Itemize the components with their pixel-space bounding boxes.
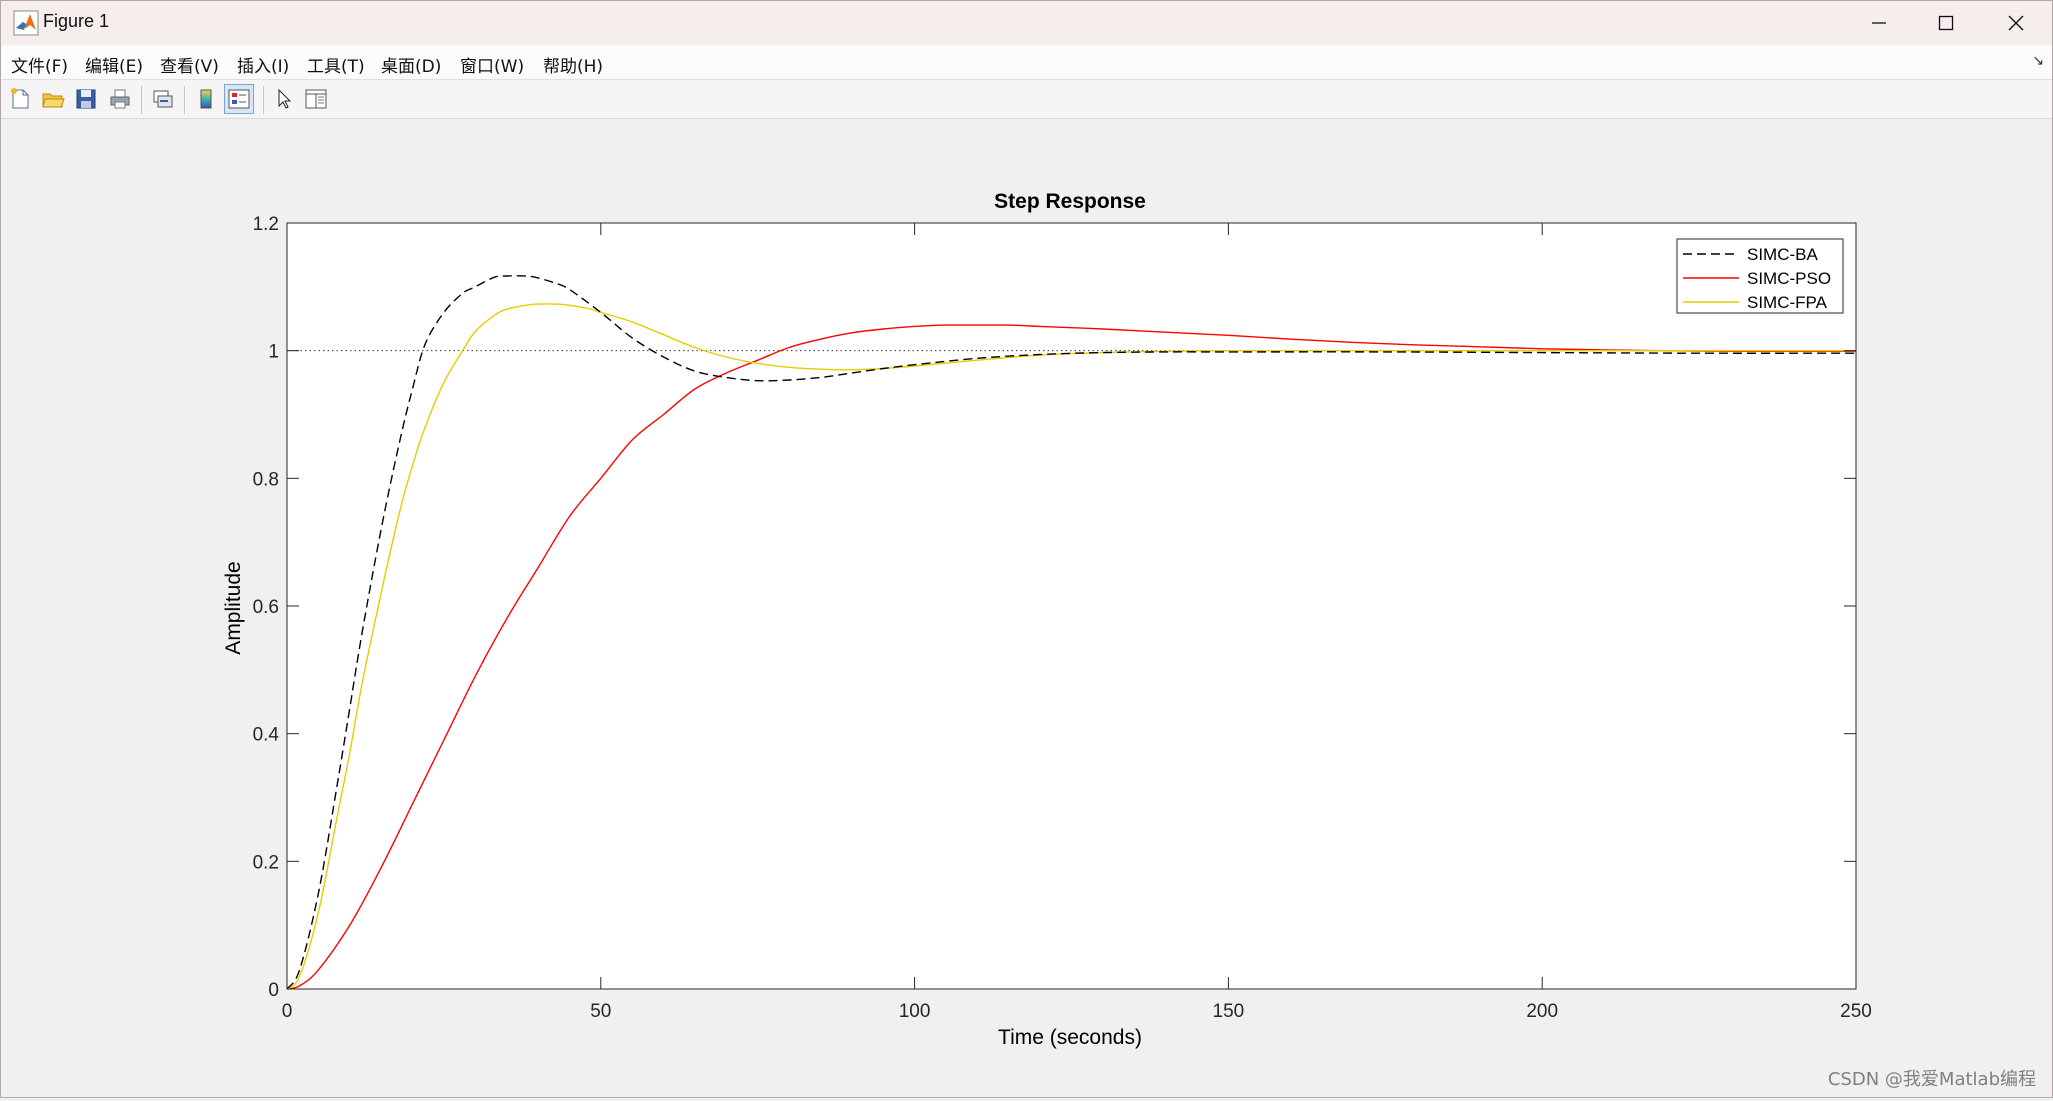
figure-canvas: 0 50 100 150 200 250 0 0.2 0.4 0.6 0.8 1 1.2 Step Re… (1, 119, 2052, 1097)
y-tick-label: 0.8 (253, 469, 279, 490)
edit-plot-button[interactable] (269, 84, 299, 114)
y-tick-label: 0 (268, 980, 279, 1001)
menu-view[interactable]: 查看(V) (160, 57, 219, 77)
menu-bar: 文件(F) 编辑(E) 查看(V) 插入(I) 工具(T) 桌面(D) 窗口(W… (1, 45, 2052, 80)
maximize-icon (1938, 15, 1954, 31)
legend-entry: SIMC-FPA (1747, 293, 1828, 312)
folder-open-icon (42, 93, 65, 108)
window-title: Figure 1 (43, 11, 110, 31)
legend[interactable]: SIMC-BA SIMC-PSO SIMC-FPA (1676, 238, 1844, 314)
open-file-button[interactable] (38, 84, 68, 114)
print-button[interactable] (105, 84, 135, 114)
legend-box (1676, 238, 1844, 314)
watermark: CSDN @我爱Matlab编程 (1827, 1069, 2036, 1090)
menu-file[interactable]: 文件(F) (11, 57, 69, 77)
matlab-logo-icon (13, 10, 39, 36)
x-tick-label: 50 (590, 1001, 611, 1022)
minimize-icon (1872, 22, 1886, 24)
y-tick-label: 1 (268, 342, 279, 363)
link-plot-icon (153, 90, 173, 108)
save-icon (76, 89, 96, 109)
y-tick-label: 0.6 (253, 597, 279, 618)
new-figure-icon (11, 88, 29, 109)
menu-window[interactable]: 窗口(W) (460, 57, 525, 77)
toolbar-separator (141, 86, 142, 114)
x-tick-label: 100 (899, 1001, 931, 1022)
minimize-button[interactable] (1843, 1, 1915, 45)
legend-icon (228, 89, 250, 109)
new-figure-button[interactable] (5, 84, 35, 114)
maximize-button[interactable] (1910, 1, 1982, 45)
colorbar-icon (200, 89, 212, 109)
link-plot-button[interactable] (148, 84, 178, 114)
pointer-icon (278, 88, 292, 109)
panel-icon (305, 89, 327, 109)
toolbar-separator (184, 86, 185, 114)
menu-desktop[interactable]: 桌面(D) (381, 57, 442, 77)
x-tick-label: 0 (282, 1001, 293, 1022)
y-tick-label: 0.4 (253, 725, 280, 746)
dock-arrow-icon[interactable]: ↘ (2032, 53, 2044, 69)
toolbar-separator (263, 86, 264, 114)
series-line-simc-pso[interactable] (286, 324, 1856, 990)
menu-tools[interactable]: 工具(T) (307, 57, 365, 77)
menu-edit[interactable]: 编辑(E) (85, 57, 144, 77)
step-response-chart[interactable]: 0 50 100 150 200 250 0 0.2 0.4 0.6 0.8 1 1.2 Step Re… (1, 119, 2052, 1097)
legend-entry: SIMC-PSO (1747, 269, 1831, 288)
chart-title: Step Response (994, 190, 1146, 213)
legend-entry: SIMC-BA (1747, 245, 1819, 264)
y-tick-label: 1.2 (253, 214, 279, 235)
menu-help[interactable]: 帮助(H) (543, 57, 604, 77)
print-icon (110, 89, 130, 109)
x-tick-label: 250 (1840, 1001, 1872, 1022)
x-axis-label: Time (seconds) (998, 1026, 1142, 1049)
title-bar[interactable]: Figure 1 (1, 1, 2052, 45)
insert-colorbar-button[interactable] (191, 84, 221, 114)
x-tick-label: 150 (1213, 1001, 1245, 1022)
insert-legend-button[interactable] (224, 84, 254, 114)
y-tick-label: 0.2 (253, 852, 279, 873)
y-axis-label: Amplitude (222, 561, 245, 654)
save-button[interactable] (71, 84, 101, 114)
menu-insert[interactable]: 插入(I) (237, 57, 290, 77)
figure-toolbar (1, 80, 2052, 119)
property-inspector-button[interactable] (301, 84, 331, 114)
close-button[interactable] (1980, 1, 2052, 45)
x-tick-label: 200 (1526, 1001, 1558, 1022)
close-icon (2008, 15, 2024, 31)
plot-area[interactable] (287, 223, 1856, 989)
series-line-simc-fpa[interactable] (286, 303, 1856, 990)
